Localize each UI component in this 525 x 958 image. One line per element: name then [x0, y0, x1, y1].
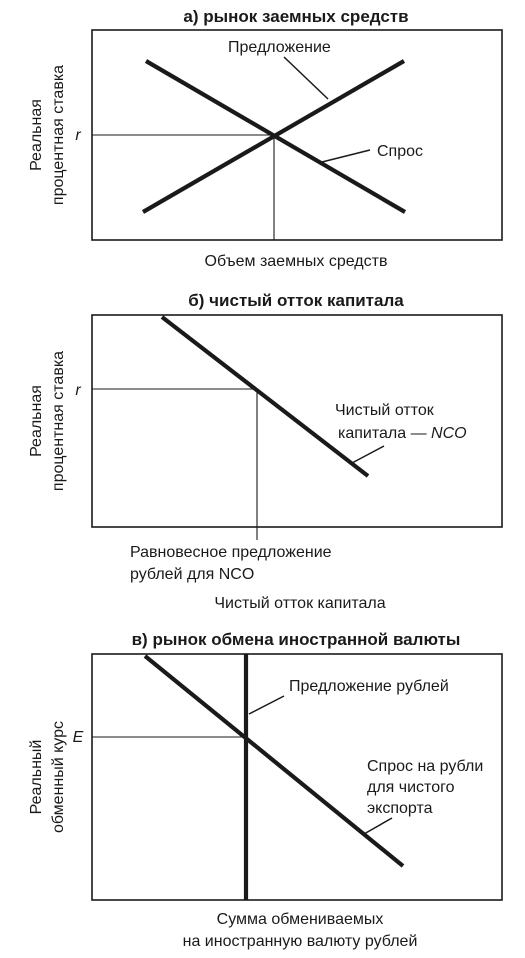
- panel-c-demand-leader: [363, 817, 393, 835]
- panel-b-nco-label-italic: NCO: [431, 425, 467, 442]
- panel-a-demand-label: Спрос: [377, 143, 423, 160]
- panel-c-rate-label: E: [73, 729, 84, 746]
- panel-a-supply-label: Предложение: [228, 39, 331, 56]
- panel-a: а) рынок заемных средств Реальная процен…: [28, 7, 503, 270]
- panel-b-y-label-line2: процентная ставка: [50, 351, 67, 491]
- panel-b-rate-label: r: [75, 382, 81, 399]
- panel-b-title: б) чистый отток капитала: [188, 291, 404, 310]
- panel-a-title: а) рынок заемных средств: [183, 7, 408, 26]
- panel-b-nco-label-line2: капитала — NCO: [338, 425, 467, 442]
- panel-b-y-label-line1: Реальная: [28, 385, 45, 457]
- panel-a-demand-curve: [144, 59, 407, 214]
- panel-b-nco-label-text: капитала —: [338, 425, 431, 442]
- panel-c-supply-leader: [248, 695, 285, 715]
- panel-c-x-label-line2: на иностранную валюту рублей: [183, 933, 418, 950]
- panel-c-y-label-line2: обменный курс: [50, 721, 67, 833]
- panel-b-plot-frame: [91, 314, 503, 528]
- panel-c-supply-label: Предложение рублей: [289, 678, 449, 695]
- panel-c-demand-label-line3: экспорта: [367, 800, 433, 817]
- panel-a-x-label: Объем заемных средств: [205, 253, 388, 270]
- panel-a-demand-leader: [321, 149, 371, 163]
- panel-b-equilibrium-label-line1: Равновесное предложение: [130, 544, 332, 561]
- panel-a-y-label-line1: Реальная: [28, 99, 45, 171]
- panel-c-demand-curve: [143, 654, 405, 868]
- panel-b: б) чистый отток капитала Реальная процен…: [28, 291, 503, 612]
- panel-a-rate-label: r: [75, 127, 81, 144]
- panel-a-y-label-line2: процентная ставка: [50, 65, 67, 205]
- panel-b-nco-leader: [351, 445, 385, 464]
- panel-a-supply-leader: [283, 56, 329, 100]
- panel-c-y-label-line1: Реальный: [28, 740, 45, 815]
- panel-c-title: в) рынок обмена иностранной валюты: [132, 630, 461, 649]
- panel-b-x-label: Чистый отток капитала: [214, 595, 385, 612]
- panel-c-demand-label-line2: для чистого: [367, 779, 455, 796]
- panel-c-demand-label-line1: Спрос на рубли: [367, 758, 483, 775]
- panel-c-plot-frame: [91, 653, 503, 901]
- panel-b-equilibrium-label-line2: рублей для NCO: [130, 566, 254, 583]
- panel-b-nco-label-line1: Чистый отток: [335, 402, 435, 419]
- panel-b-nco-curve: [160, 315, 370, 478]
- panel-c: в) рынок обмена иностранной валюты Реаль…: [28, 630, 503, 950]
- panel-c-x-label-line1: Сумма обмениваемых: [217, 911, 384, 928]
